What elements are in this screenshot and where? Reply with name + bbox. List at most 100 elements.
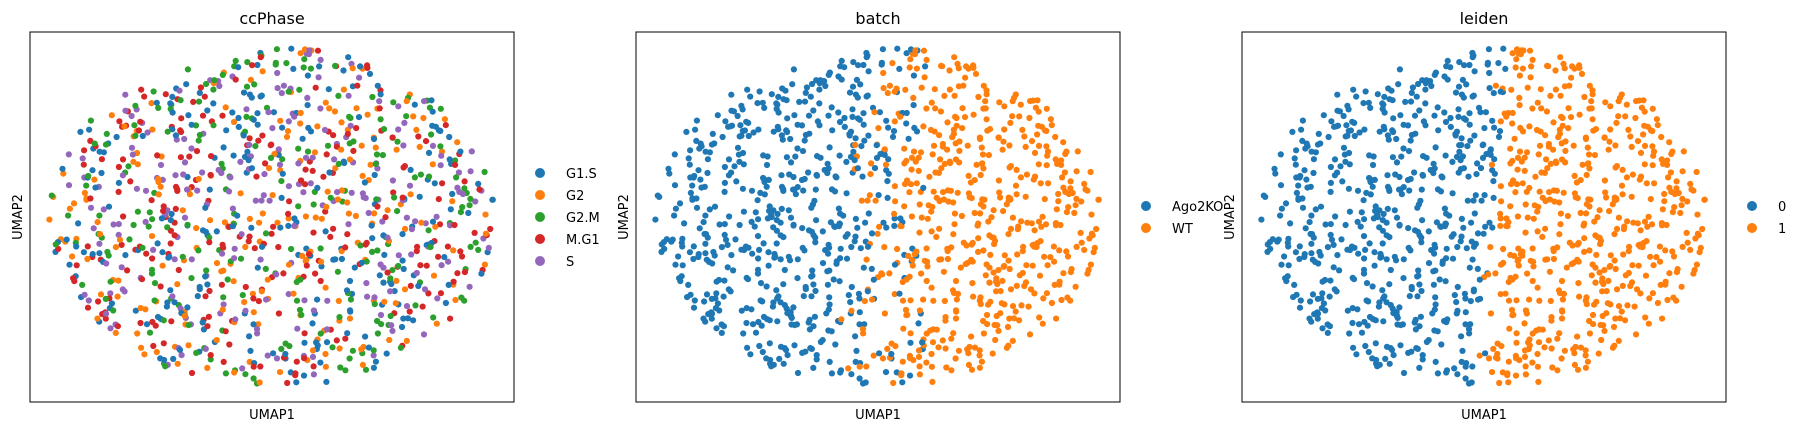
legend-marker <box>1747 223 1757 233</box>
data-point <box>1306 219 1313 226</box>
data-point <box>748 218 755 225</box>
data-point <box>410 317 417 324</box>
data-point <box>1581 93 1588 101</box>
data-point <box>951 92 958 99</box>
data-point <box>1679 195 1686 202</box>
data-point <box>1543 156 1550 163</box>
data-point <box>1397 112 1404 119</box>
data-point <box>1687 180 1694 187</box>
data-point <box>980 317 987 325</box>
data-point <box>482 230 489 237</box>
y-axis-label: UMAP2 <box>1223 194 1238 240</box>
data-point <box>391 194 398 201</box>
data-point <box>262 230 270 237</box>
data-point <box>97 291 105 298</box>
data-point <box>1616 315 1624 322</box>
data-point <box>87 204 95 211</box>
data-point <box>304 94 311 101</box>
data-point <box>194 187 201 194</box>
data-point <box>1022 143 1029 150</box>
data-point <box>1398 191 1405 198</box>
scatter-points <box>1258 45 1708 387</box>
data-point <box>749 250 756 257</box>
data-point <box>1362 246 1369 253</box>
data-point <box>1625 269 1632 277</box>
data-point <box>1451 365 1458 372</box>
data-point <box>336 314 343 321</box>
data-point <box>314 47 322 54</box>
data-point <box>878 59 886 66</box>
data-point <box>149 126 156 133</box>
data-point <box>1640 131 1647 138</box>
data-point <box>1657 258 1664 265</box>
data-point <box>695 251 702 258</box>
data-point <box>231 369 238 376</box>
data-point <box>459 204 466 211</box>
data-point <box>1384 183 1392 190</box>
data-point <box>756 246 763 253</box>
data-point <box>792 191 800 198</box>
data-point <box>1570 259 1577 266</box>
data-point <box>880 219 887 226</box>
data-point <box>928 228 935 235</box>
data-point <box>861 137 868 144</box>
data-point <box>686 161 693 168</box>
data-point <box>1433 219 1440 226</box>
data-point <box>870 276 877 283</box>
data-point <box>1005 231 1012 238</box>
data-point <box>1351 244 1358 251</box>
data-point <box>301 339 308 346</box>
data-point <box>478 270 485 277</box>
data-point <box>1561 65 1568 72</box>
data-point <box>1665 174 1672 181</box>
data-point <box>908 213 916 220</box>
data-point <box>907 330 914 337</box>
data-point <box>721 163 729 171</box>
data-point <box>184 66 191 73</box>
data-point <box>1683 229 1690 236</box>
data-point <box>323 378 330 385</box>
data-point <box>274 69 281 77</box>
data-point <box>1606 138 1613 145</box>
data-point <box>322 228 329 235</box>
data-point <box>884 194 891 201</box>
data-point <box>370 347 377 354</box>
data-point <box>1324 244 1331 251</box>
data-point <box>60 170 67 177</box>
data-point <box>665 165 672 172</box>
data-point <box>1023 171 1030 178</box>
data-point <box>1649 162 1656 169</box>
data-point <box>1292 161 1299 168</box>
data-point <box>160 340 167 347</box>
data-point <box>304 148 312 155</box>
data-point <box>1594 214 1601 221</box>
data-point <box>971 209 978 217</box>
data-point <box>1342 158 1349 165</box>
data-point <box>1589 311 1597 319</box>
data-point <box>219 71 226 78</box>
data-point <box>128 112 135 120</box>
data-point <box>1522 201 1529 208</box>
data-point <box>690 255 697 263</box>
data-point <box>1557 92 1564 99</box>
data-point <box>250 116 257 123</box>
data-point <box>452 161 459 168</box>
data-point <box>766 317 773 324</box>
data-point <box>374 247 381 254</box>
data-point <box>397 344 404 351</box>
legend-marker <box>1141 201 1151 211</box>
data-point <box>428 97 435 104</box>
data-point <box>1563 264 1570 271</box>
data-point <box>907 297 914 304</box>
data-point <box>1009 337 1016 344</box>
data-point <box>976 135 984 143</box>
data-point <box>66 261 73 268</box>
data-point <box>387 288 394 295</box>
data-point <box>285 222 292 229</box>
data-point <box>1319 325 1326 332</box>
data-point <box>249 290 256 297</box>
data-point <box>206 186 213 193</box>
data-point <box>1581 248 1588 255</box>
data-point <box>709 130 716 137</box>
